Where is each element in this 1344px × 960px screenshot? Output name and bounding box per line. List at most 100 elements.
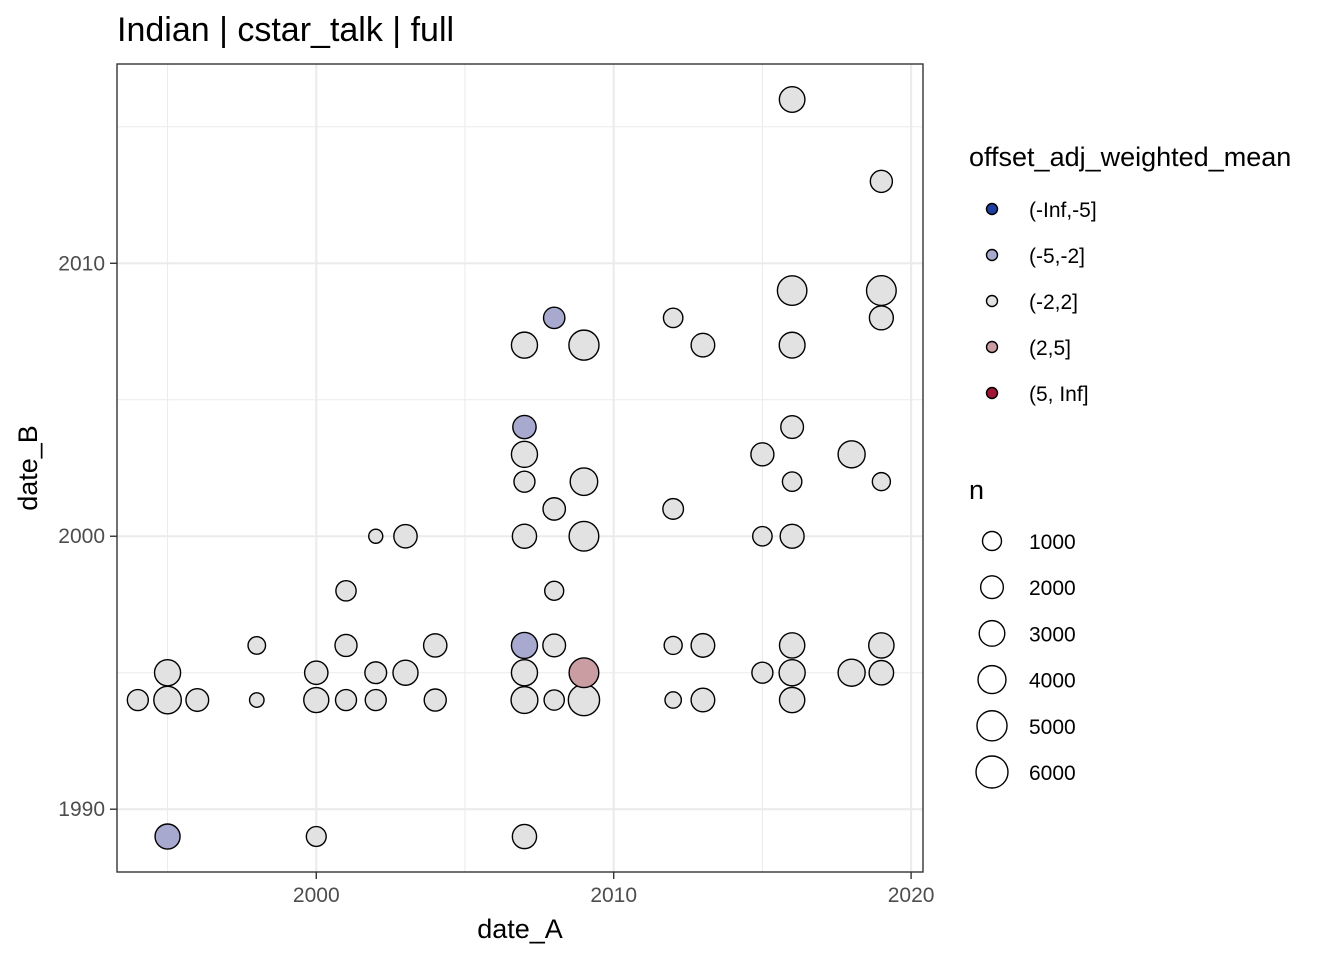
size-legend-label: 6000 [1029, 762, 1076, 785]
data-point [247, 635, 267, 655]
chart-title: Indian | cstar_talk | full [117, 11, 454, 49]
color-legend-label: (-2,2] [1029, 291, 1078, 314]
color-legend-key [985, 340, 999, 354]
data-point [871, 471, 892, 492]
data-point [512, 414, 537, 440]
x-tick-label: 2010 [590, 884, 637, 907]
color-legend-label: (2,5] [1029, 337, 1071, 360]
size-legend-key [978, 619, 1006, 647]
data-point [153, 658, 182, 687]
data-point [868, 659, 895, 686]
size-legend-title: n [969, 475, 984, 505]
data-point [690, 632, 716, 658]
data-point [663, 635, 683, 656]
data-point [568, 329, 600, 361]
data-point [865, 275, 897, 307]
y-axis-title: date_B [13, 425, 43, 511]
data-point [392, 659, 419, 686]
data-point [751, 661, 774, 684]
data-point [690, 332, 716, 358]
grid-lines [117, 64, 923, 872]
data-point [511, 823, 538, 850]
color-legend-title: offset_adj_weighted_mean [969, 142, 1291, 172]
data-point [569, 467, 599, 497]
x-axis-title: date_A [477, 914, 563, 944]
data-point [778, 331, 806, 359]
x-tick-label: 2020 [888, 884, 935, 907]
data-point [422, 633, 448, 658]
data-point [690, 687, 716, 713]
data-point [511, 523, 538, 550]
size-legend-key [976, 710, 1008, 742]
color-legend-key [985, 202, 999, 216]
data-point [662, 307, 684, 329]
data-point [126, 688, 150, 712]
size-legend-key [981, 530, 1003, 552]
legend: offset_adj_weighted_mean (-Inf,-5] (-5,-2… [969, 142, 1291, 789]
data-point [303, 686, 330, 714]
data-point [368, 528, 384, 544]
color-legend-label: (5, Inf] [1029, 383, 1089, 406]
data-point [542, 306, 566, 330]
plot-panel-background [117, 64, 923, 872]
data-point [510, 685, 539, 715]
data-point [335, 580, 357, 602]
data-point [869, 169, 894, 194]
data-point [305, 825, 327, 848]
data-point [513, 470, 536, 493]
y-tick-label: 2010 [58, 252, 105, 275]
data-point [750, 442, 775, 467]
color-legend-key [985, 294, 999, 308]
data-point [567, 683, 601, 717]
size-legend-items: 1000 2000 3000 4000 5000 6000 [975, 530, 1076, 789]
data-point [778, 658, 806, 687]
data-point [334, 633, 358, 658]
size-legend: n 1000 2000 3000 4000 5000 6000 [969, 475, 1076, 789]
data-point [248, 692, 265, 708]
y-tick-label: 2000 [58, 525, 105, 548]
data-point [543, 689, 566, 711]
data-point [780, 415, 805, 440]
data-point [185, 687, 210, 713]
data-point [334, 688, 358, 712]
data-point [364, 661, 388, 685]
size-legend-label: 4000 [1029, 670, 1076, 693]
size-legend-label: 3000 [1029, 623, 1076, 646]
data-point [779, 523, 805, 549]
data-point [364, 688, 387, 712]
data-point [662, 497, 685, 520]
color-legend-items: (-Inf,-5] (-5,-2] (-2,2] (2,5] (5, Inf] [985, 199, 1097, 406]
data-point [154, 823, 181, 850]
data-point [751, 525, 773, 547]
data-point [868, 632, 895, 659]
data-point [837, 658, 866, 687]
size-legend-label: 5000 [1029, 716, 1076, 739]
data-point [778, 686, 806, 714]
y-tick-label: 1990 [58, 798, 105, 821]
data-point [568, 657, 600, 689]
data-point [776, 275, 808, 307]
data-point [778, 632, 806, 659]
data-point [664, 691, 683, 709]
color-legend-key [985, 386, 999, 400]
data-point [568, 520, 600, 552]
x-tick-label: 2000 [293, 884, 340, 907]
size-legend-key [979, 575, 1005, 600]
data-point [393, 523, 418, 549]
color-legend-key [985, 248, 999, 262]
size-legend-key [977, 664, 1007, 695]
data-point [544, 580, 565, 602]
data-point [510, 440, 539, 469]
data-points [126, 86, 897, 850]
data-point [510, 331, 539, 359]
size-legend-key [975, 755, 1009, 789]
data-point [542, 497, 567, 521]
data-point [510, 658, 539, 687]
size-legend-label: 1000 [1029, 531, 1076, 554]
color-legend-label: (-Inf,-5] [1029, 199, 1097, 222]
data-point [781, 471, 803, 493]
data-point [153, 685, 183, 715]
data-point [510, 631, 539, 660]
data-point [778, 86, 806, 113]
